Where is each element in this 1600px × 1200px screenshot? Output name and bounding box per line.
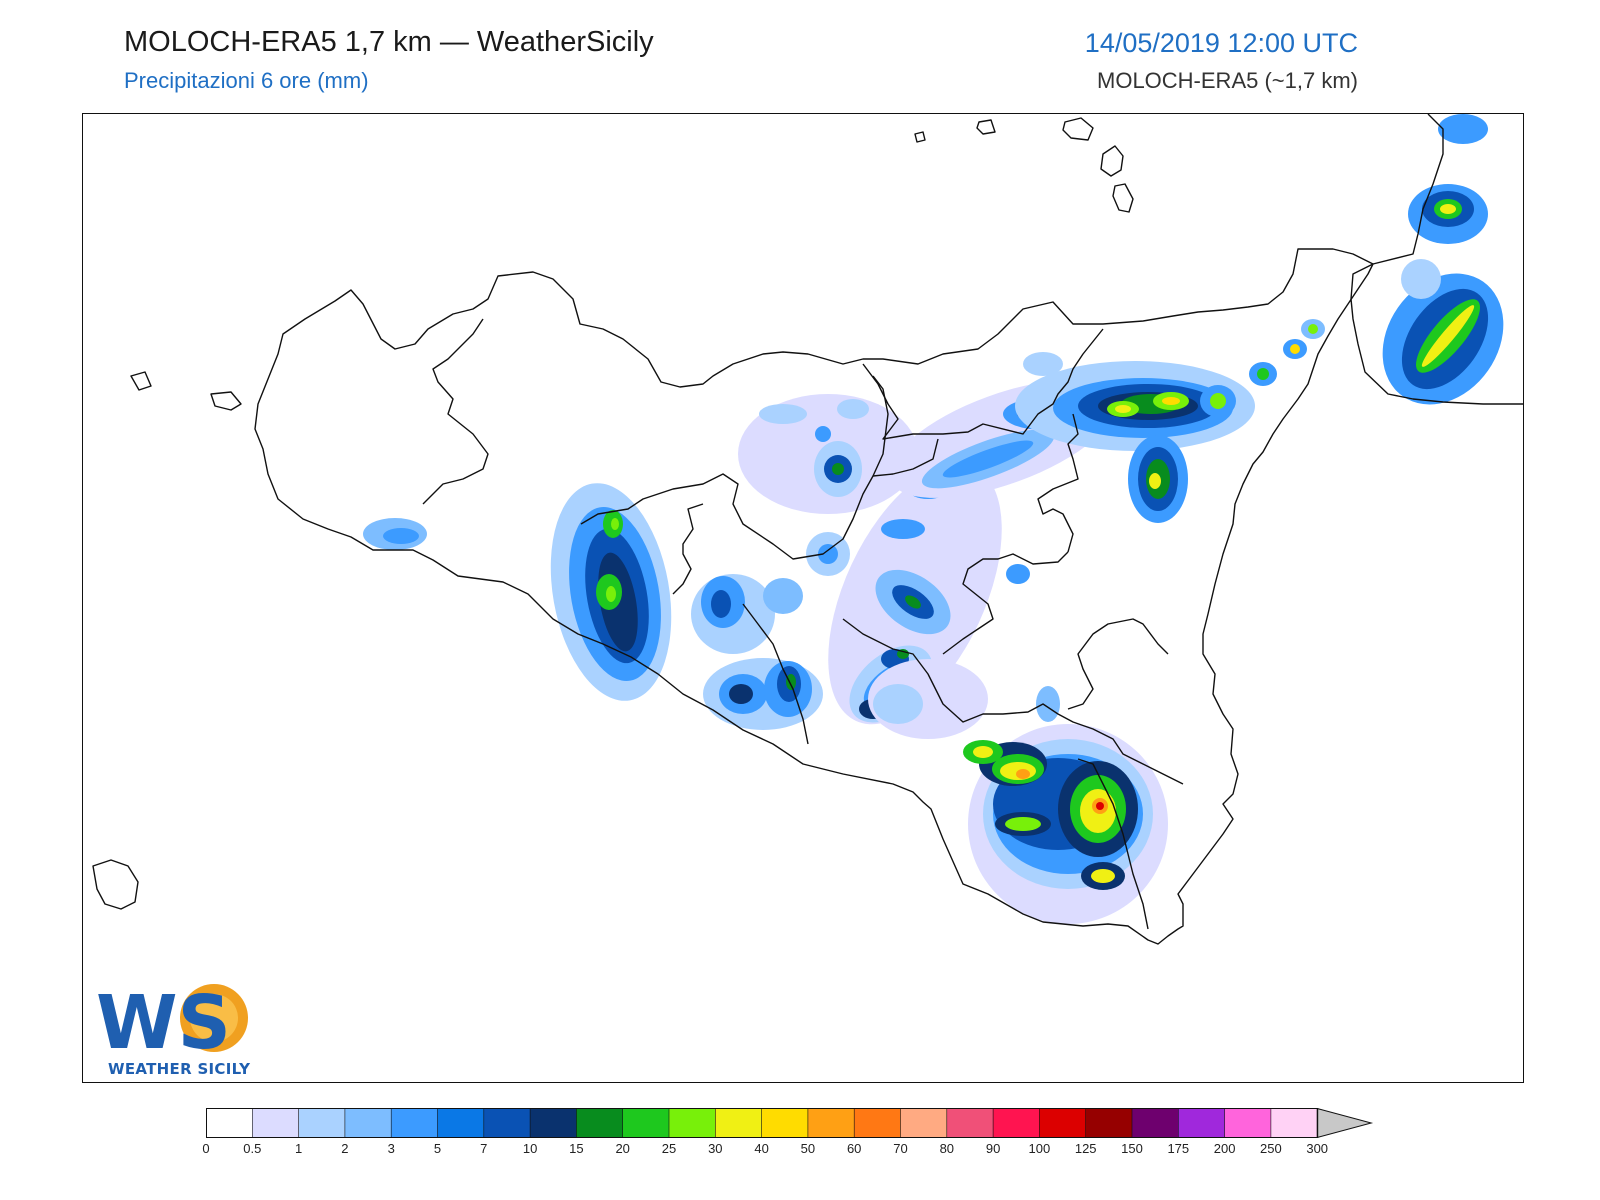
colorbar-tick-label: 0 — [202, 1141, 210, 1156]
colorbar-cell — [437, 1108, 485, 1138]
colorbar-cell — [992, 1108, 1041, 1138]
colorbar-tick-label: 70 — [893, 1141, 908, 1156]
colorbar-tick-label: 150 — [1121, 1141, 1143, 1156]
colorbar-tick-label: 25 — [661, 1141, 677, 1156]
colorbar-cell — [1270, 1108, 1319, 1138]
coastline — [92, 114, 1523, 945]
colorbar-tick-label: 100 — [1028, 1141, 1051, 1156]
colorbar-tick-label: 200 — [1213, 1141, 1236, 1156]
colorbar-cell — [853, 1108, 902, 1138]
colorbar-cell — [1224, 1108, 1272, 1138]
colorbar-cell — [390, 1108, 439, 1138]
colorbar-cell — [900, 1108, 948, 1138]
colorbar-tick-label: 90 — [985, 1141, 1001, 1156]
colorbar-cell — [946, 1108, 994, 1138]
colorbar-tick-label: 0.5 — [243, 1141, 262, 1156]
logo-letters: WS — [96, 980, 231, 1060]
colorbar-cell — [807, 1108, 856, 1138]
colorbar-cell — [344, 1108, 392, 1138]
map-title: MOLOCH-ERA5 1,7 km — WeatherSicily — [124, 26, 654, 58]
logo-mark-icon: WS — [96, 980, 248, 1066]
colorbar-cell — [576, 1108, 624, 1138]
colorbar-cell — [251, 1108, 300, 1138]
colorbar-cell — [761, 1108, 809, 1138]
colorbar-cell — [714, 1108, 763, 1138]
colorbar-cell — [668, 1108, 717, 1138]
colorbar-tick-label: 125 — [1074, 1141, 1097, 1156]
colorbar-tick-label: 2 — [341, 1141, 349, 1156]
colorbar-tick-label: 10 — [522, 1141, 538, 1156]
colorbar-cell — [1039, 1108, 1087, 1138]
precipitation-colorbar — [206, 1108, 1374, 1138]
colorbar-tick-label: 3 — [387, 1141, 395, 1156]
colorbar-tick-label: 250 — [1260, 1141, 1282, 1156]
colorbar-tick-label: 175 — [1167, 1141, 1190, 1156]
colorbar-tick-label: 50 — [800, 1141, 816, 1156]
colorbar-tick-label: 40 — [754, 1141, 769, 1156]
colorbar-cell — [1131, 1108, 1180, 1138]
colorbar-tick-label: 15 — [569, 1141, 584, 1156]
colorbar-tick-label: 60 — [846, 1141, 862, 1156]
colorbar-cell — [1085, 1108, 1133, 1138]
colorbar-cell — [298, 1108, 346, 1138]
precipitation-map — [92, 114, 1523, 945]
model-label: MOLOCH-ERA5 (~1,7 km) — [1097, 68, 1358, 93]
colorbar-cell — [1177, 1108, 1226, 1138]
colorbar-tick-label: 30 — [708, 1141, 723, 1156]
map-panel — [82, 113, 1524, 1083]
colorbar-tick-label: 1 — [294, 1141, 303, 1156]
colorbar-cell — [206, 1108, 254, 1138]
precipitation-field — [363, 114, 1504, 924]
map-subtitle: Precipitazioni 6 ore (mm) — [124, 68, 369, 93]
colorbar-overflow-arrow — [1316, 1108, 1374, 1138]
weather-sicily-logo: WS — [96, 980, 256, 1080]
colorbar-cell — [483, 1108, 531, 1138]
colorbar-tick-label: 300 — [1306, 1141, 1329, 1156]
colorbar-cell — [529, 1108, 578, 1138]
logo-name: WEATHER SICILY — [108, 1060, 251, 1078]
colorbar-tick-label: 80 — [939, 1141, 955, 1156]
colorbar-tick-label: 5 — [433, 1141, 442, 1156]
colorbar-tick-label: 20 — [615, 1141, 630, 1156]
valid-datetime: 14/05/2019 12:00 UTC — [1084, 28, 1358, 58]
colorbar-cell — [622, 1108, 670, 1138]
colorbar-tick-label: 7 — [480, 1141, 488, 1156]
